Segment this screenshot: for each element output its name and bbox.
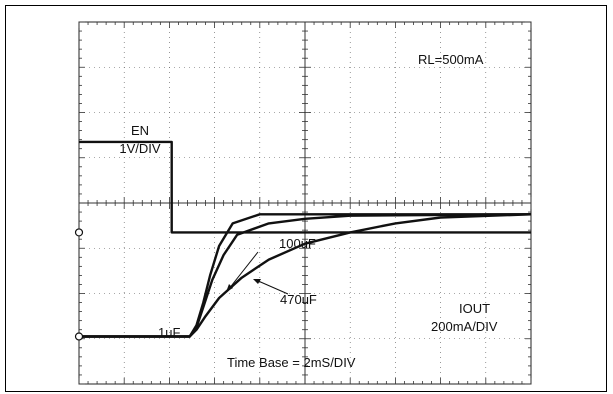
arrow-100uf xyxy=(227,251,259,291)
ground-marker xyxy=(74,332,84,341)
iout-name-label: IOUT xyxy=(459,301,490,316)
en-name-label: EN xyxy=(131,123,149,138)
graticule xyxy=(78,21,532,385)
cap-470uf-label: 470uF xyxy=(280,292,317,307)
arrow-470uf-head xyxy=(253,279,261,284)
arrow-470uf xyxy=(255,279,289,295)
en-scale-label: 1V/DIV xyxy=(119,141,161,156)
arrow-100uf-head xyxy=(226,284,233,292)
cap-1uf-label: 1uF xyxy=(158,325,180,340)
load-label: RL=500mA xyxy=(418,52,484,67)
cap-100uf-label: 100uF xyxy=(279,236,316,251)
ground-marker xyxy=(74,228,84,237)
iout-scale-label: 200mA/DIV xyxy=(431,319,498,334)
ground-markers xyxy=(74,228,84,341)
time-base-label: Time Base = 2mS/DIV xyxy=(227,355,356,370)
trace-470uf xyxy=(79,213,532,338)
figure-frame xyxy=(5,5,607,392)
traces xyxy=(79,140,532,338)
